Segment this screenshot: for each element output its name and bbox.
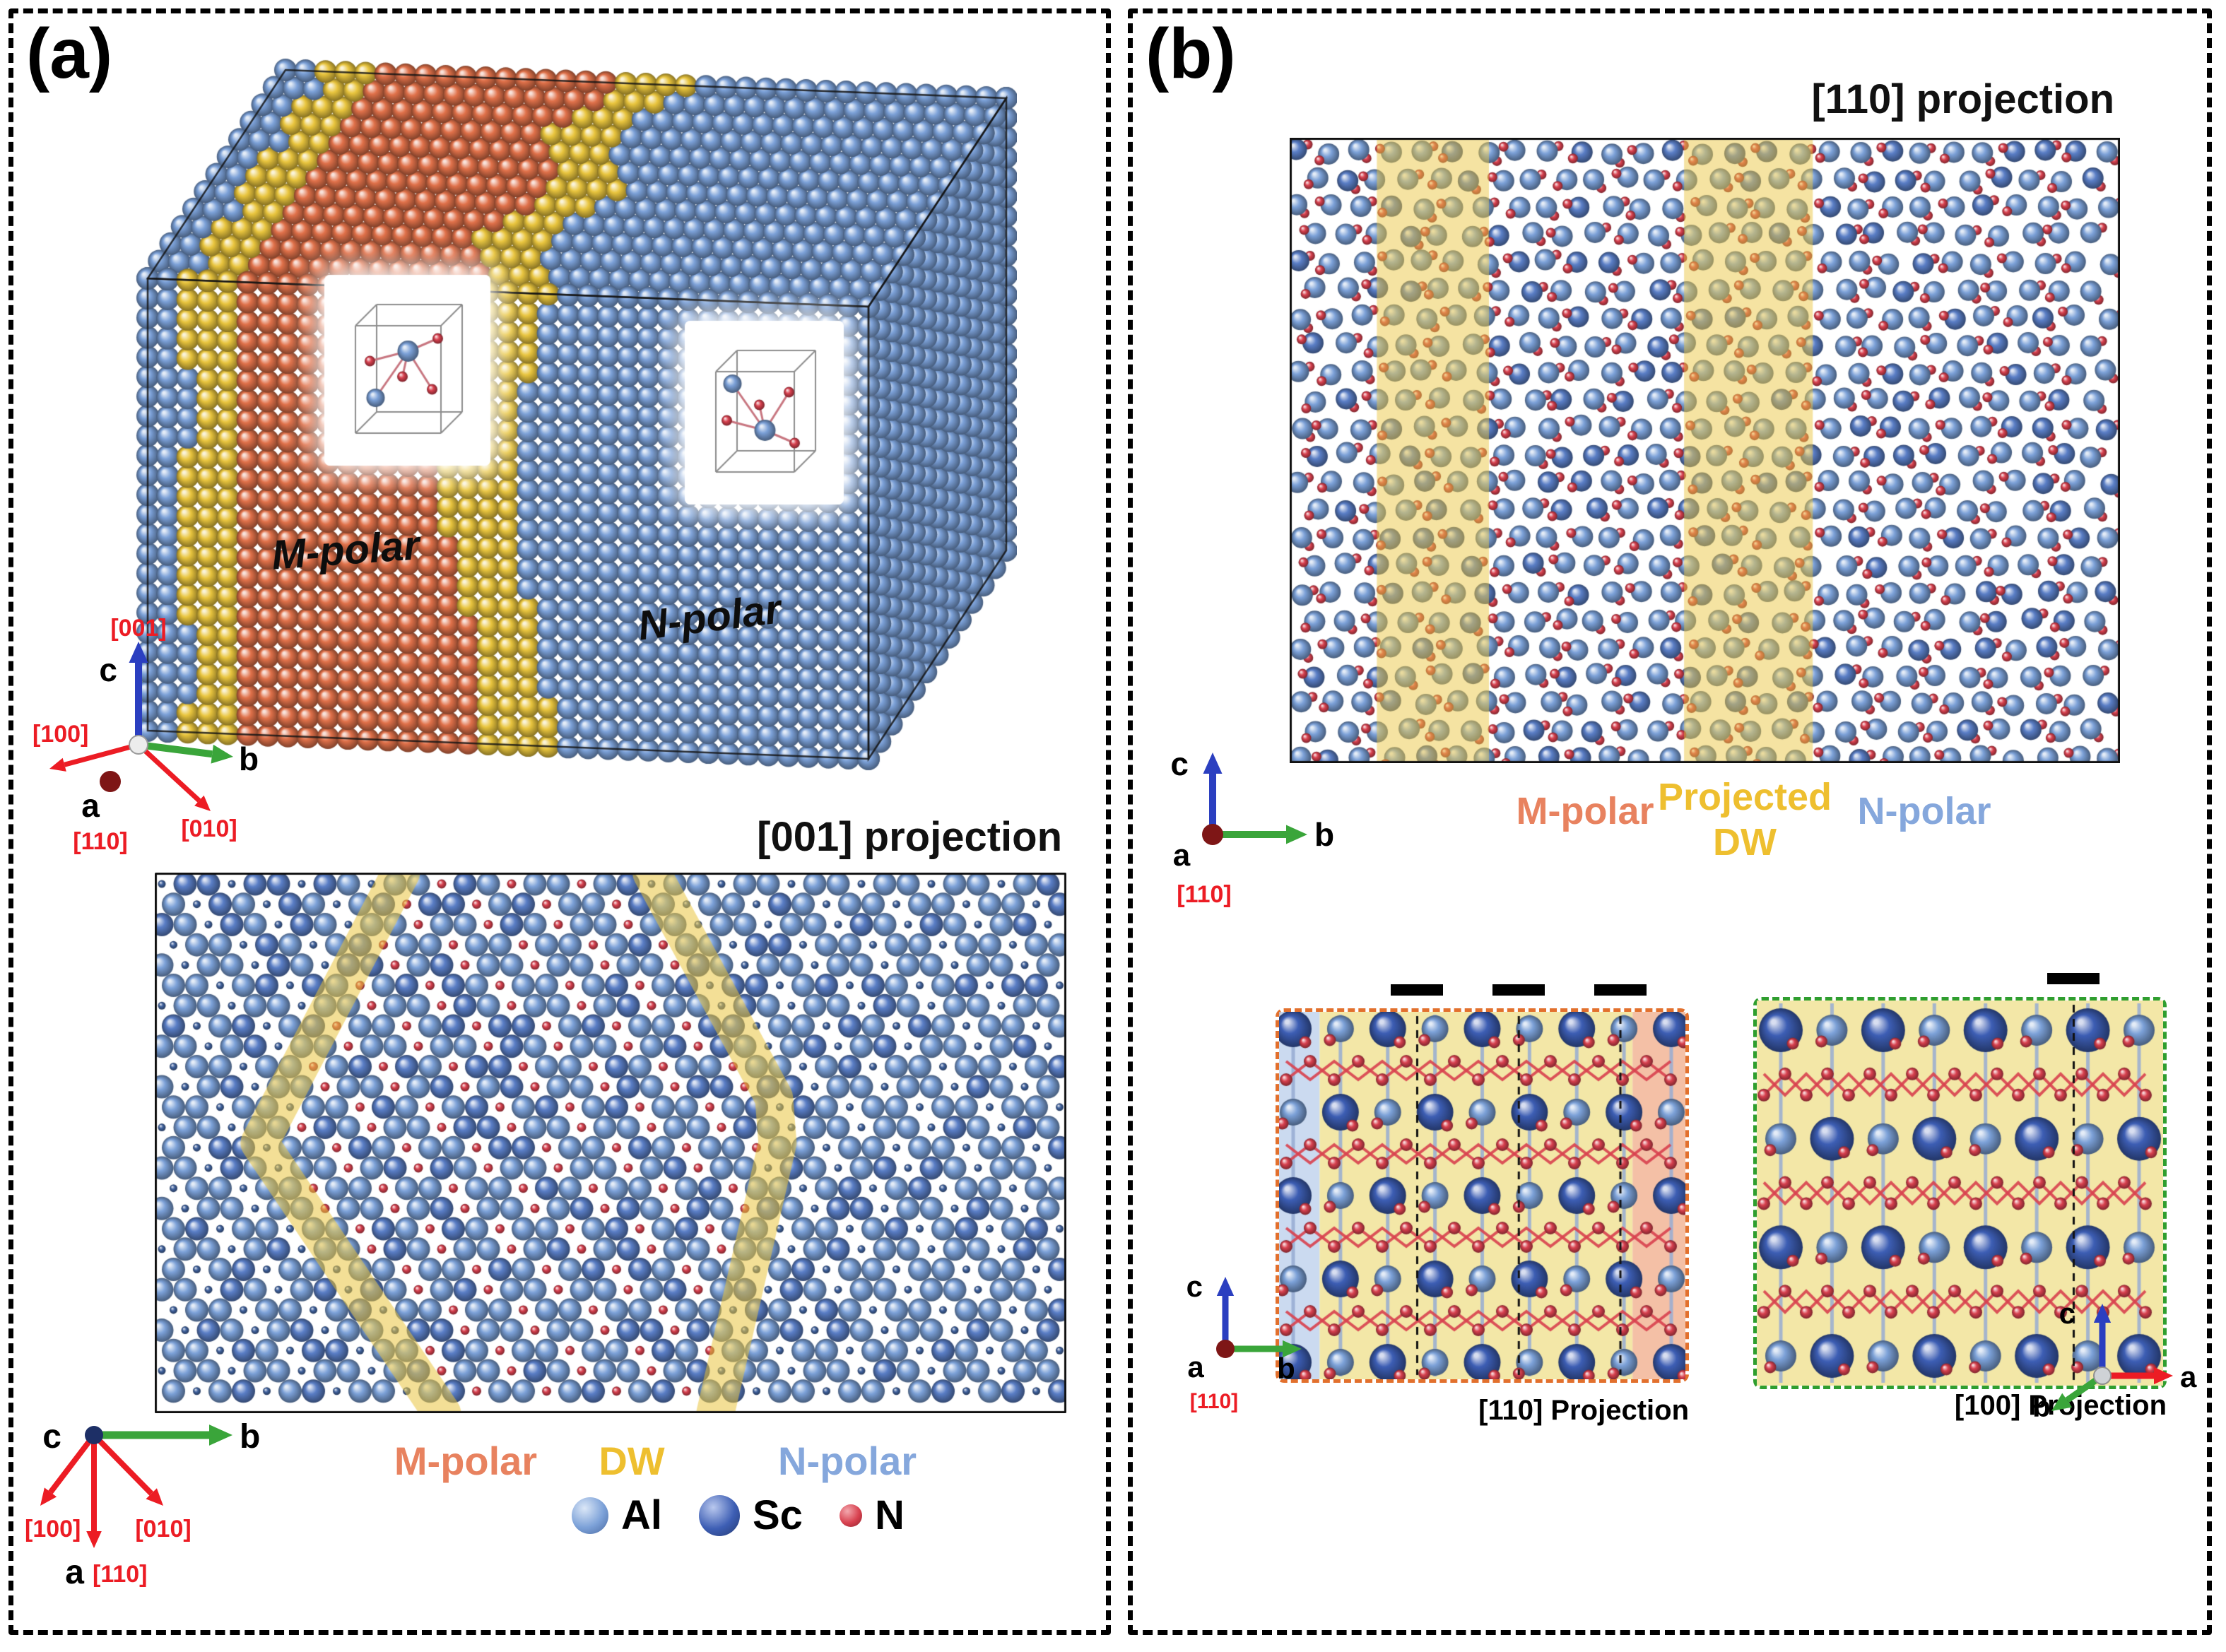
dw-marker-bar: [1391, 984, 1443, 996]
axis-c: c: [42, 1418, 61, 1456]
origin-ball: [129, 735, 148, 755]
axes-sub-right: c a b: [2032, 1297, 2197, 1420]
axis-b: b: [1314, 816, 1334, 853]
axes-2d-arrows: [40, 1424, 232, 1548]
a-axis-ball: [1216, 1340, 1235, 1358]
axis-a: a: [81, 787, 100, 824]
c-axis-dot: [85, 1426, 103, 1444]
projected-dw-label-line2: DW: [1713, 821, 1777, 863]
axis-dir-110: [110]: [73, 828, 128, 855]
projection-110-canvas: [1290, 138, 2120, 763]
axis-b: b: [240, 1418, 260, 1456]
projection-001-canvas: [155, 873, 1066, 1413]
m-polar-region-label: M-polar: [1516, 790, 1654, 832]
sc-atom-icon: [699, 1494, 740, 1536]
axes-2d-panel-a: c b [100] [010] a [110]: [25, 1418, 260, 1591]
axis-dir-001: [001]: [110, 615, 166, 642]
al-atom-icon: [572, 1497, 608, 1534]
axes-3d-panel-a: [001] c b [100] [010] a [110]: [33, 615, 259, 855]
legend-item-n: N: [839, 1492, 905, 1539]
dw-marker-bar: [1492, 984, 1545, 996]
legend: Al Sc N: [572, 1492, 905, 1539]
n-atom-icon: [839, 1504, 862, 1527]
projected-dw-label-line1: Projected: [1657, 776, 1832, 818]
n-polar-region-label: N-polar: [778, 1439, 917, 1483]
panel-a-label: (a): [26, 14, 113, 93]
panel-a: (a) M-polar N-polar [001] c b [100] [010…: [8, 8, 1111, 1635]
axis-c: c: [2059, 1297, 2075, 1330]
sub-title-110-projection: [110] Projection: [1478, 1395, 1689, 1426]
m-polar-region-label: M-polar: [394, 1439, 538, 1483]
structure-3d-canvas: [70, 24, 1017, 794]
legend-label-n: N: [874, 1492, 905, 1538]
axes-2d-panel-b: c b a [110]: [1170, 745, 1334, 908]
axis-c: c: [99, 651, 117, 688]
axis-c: c: [1170, 745, 1189, 782]
axis-dir-010: [010]: [135, 1516, 191, 1542]
dw-marker-bar: [1594, 984, 1647, 996]
panel-b-label: (b): [1146, 14, 1236, 93]
projection-title-001: [001] projection: [757, 814, 1062, 860]
legend-item-al: Al: [572, 1492, 662, 1539]
axes-3d-arrows: [49, 642, 233, 811]
dw-marker-bar: [2047, 973, 2100, 984]
axis-dir-100: [100]: [25, 1516, 81, 1542]
axis-b: b: [2032, 1390, 2051, 1420]
legend-item-sc: Sc: [699, 1492, 803, 1539]
axis-a: a: [65, 1554, 84, 1591]
axis-dir-110: [110]: [1177, 881, 1232, 908]
axis-dir-010: [010]: [181, 815, 237, 842]
axis-dir-110: [110]: [93, 1561, 148, 1588]
origin-ball: [2093, 1367, 2112, 1385]
panel-b: (b) [110] projection c b a [110] M-polar…: [1128, 8, 2212, 1635]
axis-a: a: [1173, 838, 1191, 873]
a-axis-ball: [1202, 824, 1223, 845]
axis-c: c: [1186, 1270, 1203, 1303]
a-axis-ball: [100, 771, 121, 792]
dw-region-label: DW: [599, 1439, 665, 1483]
ball-stick-110-canvas: [1279, 1012, 1685, 1379]
legend-label-al: Al: [621, 1492, 662, 1538]
axis-b: b: [1277, 1352, 1295, 1385]
n-polar-region-label: N-polar: [1857, 790, 1991, 832]
axis-a: a: [2180, 1360, 2197, 1393]
axis-dir-110: [110]: [1190, 1390, 1238, 1412]
legend-label-sc: Sc: [753, 1492, 803, 1538]
axis-b: b: [239, 741, 259, 777]
projection-title-110: [110] projection: [1811, 76, 2114, 122]
ball-stick-110-box: [1276, 1008, 1689, 1383]
axis-dir-100: [100]: [33, 721, 88, 748]
axis-a: a: [1187, 1350, 1204, 1383]
axes-sub-left: c b a [110]: [1186, 1270, 1302, 1412]
